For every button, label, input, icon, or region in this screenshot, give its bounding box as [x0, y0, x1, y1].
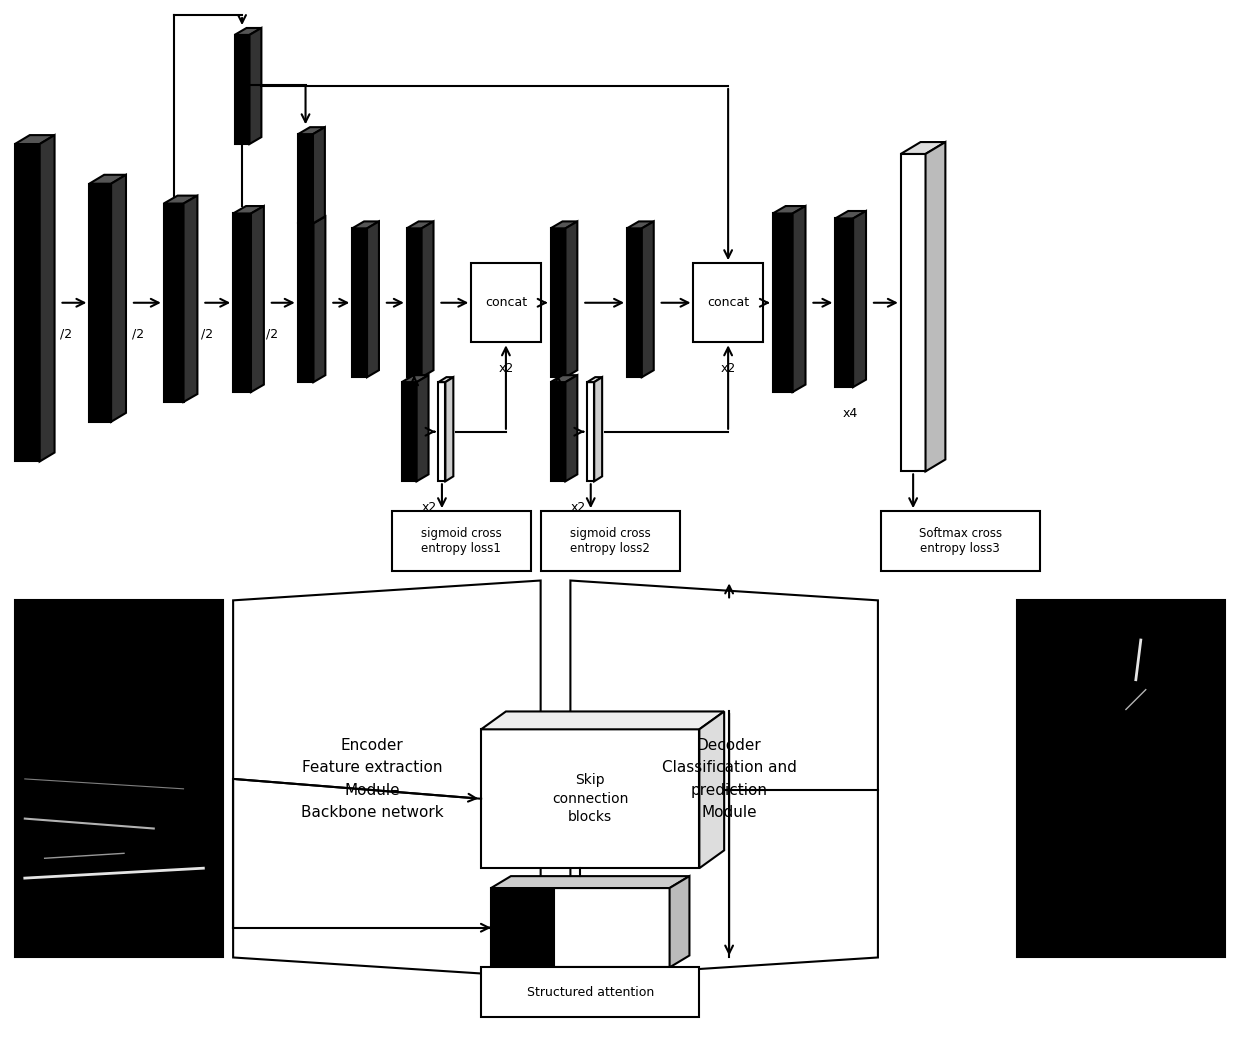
Polygon shape — [491, 877, 689, 888]
FancyBboxPatch shape — [392, 511, 531, 570]
Polygon shape — [551, 375, 578, 382]
Polygon shape — [481, 730, 699, 868]
Polygon shape — [670, 877, 689, 967]
Polygon shape — [233, 206, 264, 213]
Polygon shape — [89, 183, 112, 422]
Polygon shape — [352, 228, 367, 377]
Text: x2: x2 — [720, 362, 735, 375]
Polygon shape — [40, 135, 55, 461]
Text: Skip
connection
blocks: Skip connection blocks — [552, 773, 629, 824]
Polygon shape — [164, 196, 197, 204]
FancyBboxPatch shape — [693, 263, 763, 342]
FancyBboxPatch shape — [481, 967, 699, 1017]
Polygon shape — [481, 711, 724, 730]
Text: /2: /2 — [265, 328, 278, 340]
Text: x2: x2 — [570, 501, 585, 514]
Polygon shape — [836, 219, 853, 387]
Polygon shape — [402, 375, 429, 382]
Polygon shape — [900, 154, 925, 472]
Polygon shape — [551, 382, 565, 481]
Polygon shape — [445, 377, 454, 481]
Text: Softmax cross
entropy loss3: Softmax cross entropy loss3 — [919, 527, 1002, 555]
Text: Encoder
Feature extraction
Module
Backbone network: Encoder Feature extraction Module Backbo… — [300, 738, 444, 819]
Polygon shape — [570, 581, 878, 977]
Text: /2: /2 — [131, 328, 144, 340]
Polygon shape — [233, 581, 541, 977]
Polygon shape — [553, 888, 670, 967]
FancyBboxPatch shape — [880, 511, 1039, 570]
Text: x2: x2 — [422, 501, 436, 514]
Polygon shape — [249, 28, 262, 144]
Polygon shape — [234, 28, 262, 35]
Polygon shape — [627, 222, 653, 228]
Polygon shape — [900, 142, 945, 154]
Polygon shape — [853, 211, 866, 387]
Polygon shape — [367, 222, 379, 377]
Polygon shape — [594, 377, 603, 481]
Polygon shape — [565, 375, 578, 481]
Polygon shape — [312, 127, 325, 224]
Polygon shape — [314, 217, 325, 382]
Polygon shape — [298, 224, 314, 382]
Polygon shape — [407, 228, 422, 377]
Polygon shape — [402, 382, 417, 481]
Polygon shape — [773, 213, 792, 392]
Polygon shape — [792, 206, 806, 392]
Polygon shape — [407, 222, 434, 228]
Polygon shape — [15, 135, 55, 144]
Text: /2: /2 — [61, 328, 72, 340]
Polygon shape — [15, 601, 223, 958]
Polygon shape — [551, 222, 578, 228]
Polygon shape — [164, 204, 184, 402]
Polygon shape — [565, 222, 578, 377]
Polygon shape — [298, 217, 325, 224]
Polygon shape — [89, 175, 126, 183]
Polygon shape — [588, 382, 594, 481]
Text: Structured attention: Structured attention — [527, 986, 653, 998]
Polygon shape — [234, 35, 249, 144]
FancyBboxPatch shape — [541, 511, 680, 570]
Text: concat: concat — [485, 297, 527, 309]
Polygon shape — [298, 127, 325, 134]
Polygon shape — [439, 377, 454, 382]
Polygon shape — [1017, 601, 1225, 958]
Text: x2: x2 — [498, 362, 513, 375]
Text: concat: concat — [707, 297, 749, 309]
Polygon shape — [352, 222, 379, 228]
Text: /2: /2 — [201, 328, 213, 340]
Polygon shape — [250, 206, 264, 392]
Text: sigmoid cross
entropy loss1: sigmoid cross entropy loss1 — [420, 527, 502, 555]
Polygon shape — [439, 382, 445, 481]
Polygon shape — [417, 375, 429, 481]
Polygon shape — [422, 222, 434, 377]
Polygon shape — [699, 711, 724, 868]
Polygon shape — [491, 888, 553, 967]
Polygon shape — [551, 228, 565, 377]
Polygon shape — [112, 175, 126, 422]
Text: sigmoid cross
entropy loss2: sigmoid cross entropy loss2 — [569, 527, 651, 555]
Text: x4: x4 — [843, 407, 858, 420]
Text: Decoder
Classification and
prediction
Module: Decoder Classification and prediction Mo… — [662, 738, 796, 819]
FancyBboxPatch shape — [471, 263, 541, 342]
Polygon shape — [836, 211, 866, 219]
Polygon shape — [588, 377, 603, 382]
Polygon shape — [925, 142, 945, 472]
Polygon shape — [15, 144, 40, 461]
Polygon shape — [184, 196, 197, 402]
Polygon shape — [233, 213, 250, 392]
Polygon shape — [773, 206, 806, 213]
Polygon shape — [298, 134, 312, 224]
Polygon shape — [642, 222, 653, 377]
Polygon shape — [627, 228, 642, 377]
